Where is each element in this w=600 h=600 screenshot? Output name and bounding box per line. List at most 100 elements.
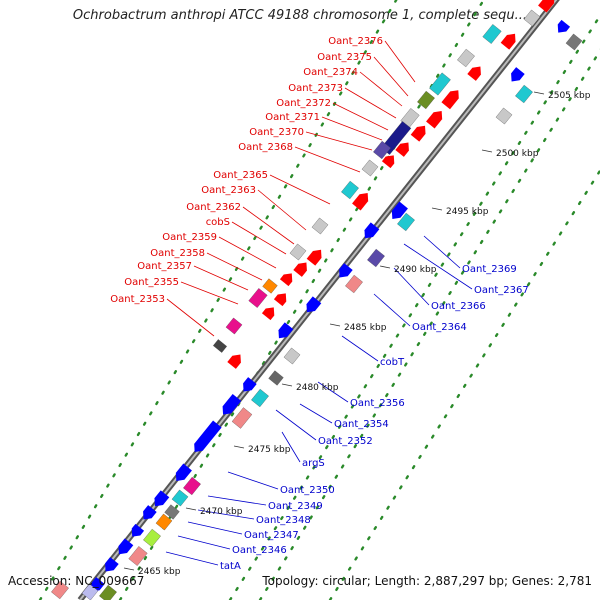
cog-gene-box bbox=[311, 217, 329, 235]
kbp-tick-mark bbox=[281, 383, 293, 387]
reverse-gene-arrow bbox=[243, 377, 257, 392]
genome-info-text: Topology: circular; Length: 2,887,297 bp… bbox=[262, 574, 592, 588]
top-gene-label: Oant_2371 bbox=[265, 112, 320, 123]
kbp-tick-mark bbox=[533, 91, 545, 95]
top-label-connector bbox=[332, 102, 389, 131]
cog-gene-box bbox=[171, 489, 189, 507]
kbp-tick-label: 2470 kbp bbox=[200, 507, 243, 517]
kbp-tick-label: 2475 kbp bbox=[248, 445, 291, 455]
cog-gene-box bbox=[457, 48, 475, 68]
top-gene-label: Oant_2362 bbox=[186, 202, 241, 213]
kbp-tick-mark bbox=[379, 265, 391, 269]
cog-gene-box bbox=[397, 212, 415, 232]
top-gene-label: Oant_2363 bbox=[201, 185, 256, 196]
cog-gene-box bbox=[345, 274, 363, 294]
top-label-connector bbox=[257, 189, 307, 231]
kbp-tick-label: 2495 kbp bbox=[446, 207, 489, 217]
bottom-label-connector bbox=[341, 335, 379, 362]
reverse-gene-arrow bbox=[143, 505, 157, 520]
kbp-tick-mark bbox=[185, 507, 197, 511]
top-label-connector bbox=[218, 236, 277, 269]
cog-gene-box bbox=[495, 107, 513, 125]
kbp-tick-label: 2465 kbp bbox=[138, 567, 181, 577]
cog-gene-box bbox=[289, 243, 307, 261]
guide-track bbox=[38, 0, 398, 600]
forward-gene-arrow bbox=[467, 66, 481, 81]
reverse-gene-arrow bbox=[306, 296, 322, 313]
bottom-label-connector bbox=[207, 495, 267, 506]
kbp-tick-label: 2505 kbp bbox=[548, 91, 591, 101]
bottom-gene-label: Oant_2354 bbox=[334, 419, 389, 430]
top-label-connector bbox=[384, 40, 416, 83]
gene-labels: Oant_2376 Oant_2375 Oant_2374 Oant_2373 Oant… bbox=[110, 36, 528, 572]
top-gene-label: Oant_2358 bbox=[150, 248, 205, 259]
kbp-tick-label: 2500 kbp bbox=[496, 149, 539, 159]
reverse-gene-arrow bbox=[118, 538, 134, 555]
top-gene-label: Oant_2365 bbox=[213, 170, 268, 181]
position-ticks: 2465 kbp 2470 kbp 2475 kbp 2480 kbp 2485 kbp… bbox=[123, 91, 591, 577]
kbp-tick-label: 2480 kbp bbox=[296, 383, 339, 393]
top-gene-label: Oant_2376 bbox=[328, 36, 383, 47]
kbp-tick-label: 2490 kbp bbox=[394, 265, 437, 275]
forward-gene-arrow bbox=[426, 111, 443, 129]
forward-gene-arrow bbox=[279, 273, 293, 287]
guide-track bbox=[328, 168, 600, 600]
cog-gene-box bbox=[523, 9, 541, 27]
bottom-gene-label: Oant_2346 bbox=[232, 545, 287, 556]
top-label-connector bbox=[294, 146, 361, 173]
cog-gene-box bbox=[164, 504, 180, 520]
top-gene-label: Oant_2368 bbox=[238, 142, 293, 153]
bottom-gene-label: Oant_2364 bbox=[412, 322, 467, 333]
bottom-label-connector bbox=[177, 535, 231, 550]
top-label-connector bbox=[359, 71, 403, 107]
cog-gene-box bbox=[212, 339, 228, 353]
forward-gene-arrow bbox=[273, 293, 287, 307]
bottom-label-connector bbox=[165, 551, 219, 566]
bottom-label-connector bbox=[423, 235, 461, 269]
cog-gene-box bbox=[248, 288, 268, 308]
top-label-connector bbox=[344, 87, 397, 119]
forward-gene-arrow bbox=[441, 90, 459, 110]
bottom-gene-label: Oant_2347 bbox=[244, 530, 299, 541]
top-label-connector bbox=[231, 221, 287, 255]
cog-gene-box bbox=[341, 180, 359, 200]
cog-gene-box bbox=[429, 72, 451, 96]
kbp-tick-label: 2485 kbp bbox=[344, 323, 387, 333]
kbp-tick-mark bbox=[481, 149, 493, 153]
kbp-tick-mark bbox=[431, 207, 443, 211]
forward-gene-arrow bbox=[538, 0, 555, 13]
bottom-label-connector bbox=[403, 243, 473, 290]
cog-gene-box bbox=[231, 407, 253, 429]
top-gene-label: Oant_2357 bbox=[137, 261, 192, 272]
reverse-gene-arrow bbox=[131, 523, 145, 537]
bottom-label-connector bbox=[275, 409, 317, 441]
bottom-gene-label: Oant_2349 bbox=[268, 501, 323, 512]
bottom-label-connector bbox=[227, 471, 279, 490]
top-gene-label: Oant_2370 bbox=[249, 127, 304, 138]
top-gene-label: Oant_2359 bbox=[162, 232, 217, 243]
cog-gene-box bbox=[99, 584, 117, 600]
bottom-label-connector bbox=[187, 521, 243, 535]
reverse-gene-arrow bbox=[154, 490, 170, 507]
cog-gene-box bbox=[128, 546, 148, 566]
reverse-gene-arrow bbox=[557, 19, 571, 33]
top-gene-label: cobS bbox=[206, 217, 230, 228]
bottom-label-connector bbox=[281, 431, 301, 463]
kbp-tick-mark bbox=[233, 445, 245, 449]
forward-gene-arrow bbox=[293, 262, 307, 277]
bottom-label-connector bbox=[299, 403, 333, 424]
bottom-label-connector bbox=[393, 267, 430, 306]
bottom-label-connector bbox=[317, 381, 349, 403]
top-label-connector bbox=[321, 116, 383, 141]
reverse-gene-arrow bbox=[194, 420, 222, 452]
cog-gene-box bbox=[51, 580, 69, 600]
reverse-gene-arrow bbox=[278, 322, 294, 339]
cog-gene-box bbox=[251, 388, 269, 408]
reverse-gene-arrow bbox=[175, 463, 192, 481]
top-gene-label: Oant_2372 bbox=[276, 98, 331, 109]
reverse-gene-arrow bbox=[339, 263, 353, 278]
reverse-gene-arrow bbox=[391, 201, 408, 219]
cog-gene-box bbox=[143, 528, 161, 548]
guide-track bbox=[118, 0, 486, 600]
cog-gene-box bbox=[183, 476, 201, 496]
